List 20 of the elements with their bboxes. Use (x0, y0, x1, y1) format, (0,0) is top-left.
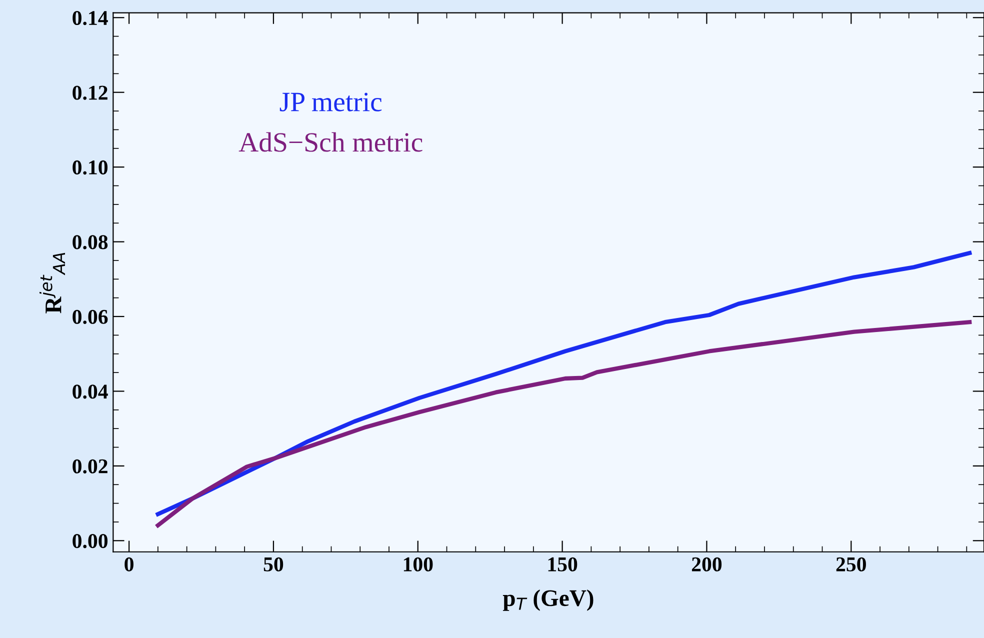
x-tick-label: 100 (404, 557, 433, 572)
x-tick-label: 0 (124, 557, 134, 572)
text: AdS−Sch metric (238, 132, 422, 152)
line-series (156, 320, 972, 528)
y-tick-label: 0.00 (72, 534, 108, 548)
x-axis-title: p$_{T}$ (GeV) (502, 590, 594, 611)
x-tick-label: 250 (836, 557, 866, 572)
y-tick-label: 0.04 (72, 384, 108, 399)
text: JP metric (280, 92, 382, 112)
y-tick-label: 0.06 (72, 310, 108, 324)
x-tick-label: 150 (548, 557, 578, 572)
y-tick-label: 0.02 (72, 459, 108, 474)
y-axis-title: R$^{jet}$$_{AA}$ (40, 252, 66, 314)
y-tick-label: 0.12 (72, 86, 108, 100)
line-series (156, 250, 972, 516)
y-tick-label: 0.10 (72, 160, 108, 175)
y-tick-label: 0.08 (72, 235, 108, 250)
y-tick-label: 0.14 (72, 10, 108, 26)
x-tick-label: 50 (264, 557, 284, 572)
x-tick-label: 200 (692, 557, 722, 572)
